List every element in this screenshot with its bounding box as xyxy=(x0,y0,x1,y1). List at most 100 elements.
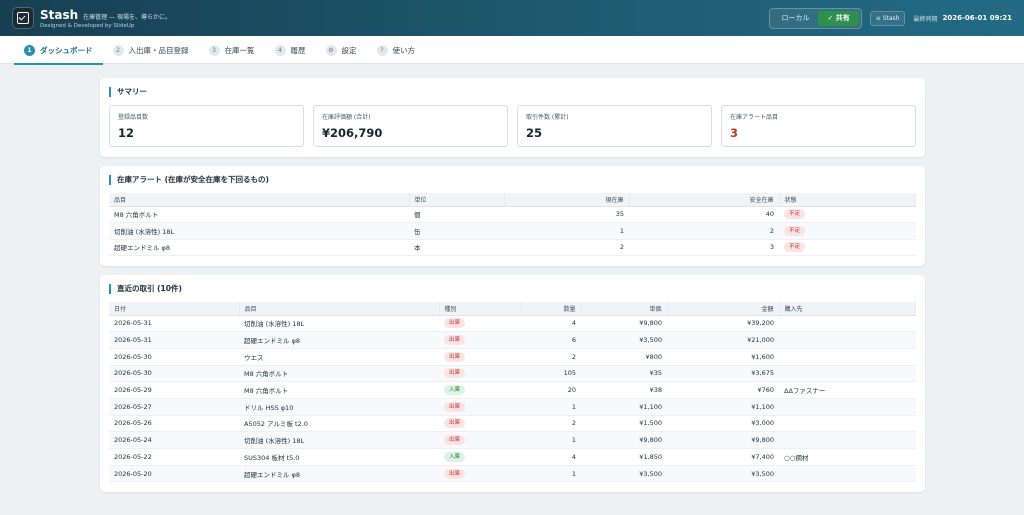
column-header[interactable]: 数量 xyxy=(521,302,582,316)
cell-item: M8 六角ボルト xyxy=(239,365,439,383)
tab-settings[interactable]: ⚙ 設定 xyxy=(316,36,367,64)
cell-date: 2026-05-31 xyxy=(109,331,239,349)
type-badge: 出庫 xyxy=(444,351,466,362)
column-header[interactable]: 現在庫 xyxy=(504,193,630,207)
column-header[interactable]: 安全在庫 xyxy=(629,193,780,207)
cell-item: 超硬エンドミル φ8 xyxy=(239,331,439,349)
cell-amount: ¥1,100 xyxy=(667,398,779,416)
type-badge: 出庫 xyxy=(444,335,466,346)
tab-stock-io[interactable]: 2 入出庫・品目登録 xyxy=(103,36,199,64)
summary-alerts: 在庫アラート品目 3 xyxy=(721,105,916,147)
table-row: 2026-05-24 切削油 (水溶性) 18L 出庫 1 ¥9,800 ¥9,800 xyxy=(109,431,916,449)
column-header[interactable]: 単位 xyxy=(409,193,505,207)
cell-item: 切削油 (水溶性) 18L xyxy=(239,431,439,449)
cell-item: 超硬エンドミル φ8 xyxy=(239,465,439,483)
alert-title: 在庫アラート (在庫が安全在庫を下回るもの) xyxy=(109,175,916,185)
cell-price: ¥9,800 xyxy=(581,315,667,333)
cell-vendor xyxy=(779,415,916,433)
cell-date: 2026-05-30 xyxy=(109,365,239,383)
cell-item: 超硬エンドミル φ8 xyxy=(109,239,409,256)
cell-qty: 4 xyxy=(521,448,581,466)
tab-inventory[interactable]: 3 在庫一覧 xyxy=(199,36,265,64)
cell-unit: 缶 xyxy=(409,222,504,240)
cell-amount: ¥9,800 xyxy=(667,431,779,449)
table-row: M8 六角ボルト 個 35 40 不足 xyxy=(109,206,916,223)
column-header[interactable]: 購入先 xyxy=(779,302,916,316)
brand: Stash 在庫管理 — 現場を、導らかに。 Designed & Develo… xyxy=(40,8,171,29)
cell-item: ウエス xyxy=(239,348,439,366)
mode-shared-button[interactable]: ✓ 共有 xyxy=(818,10,859,26)
cell-date: 2026-05-22 xyxy=(109,448,239,466)
tab-history[interactable]: 4 履歴 xyxy=(265,36,316,64)
tab-label: 入出庫・品目登録 xyxy=(128,45,189,55)
column-header[interactable]: 状態 xyxy=(779,193,916,207)
app-logo xyxy=(12,7,34,29)
stash-button[interactable]: ≡ Stash xyxy=(869,10,906,26)
transactions-card: 直近の取引 (10件) 日付 品目 種別 数量 単価 金額 購入先 2026-0… xyxy=(100,275,925,493)
tab-label: ダッシュボード xyxy=(40,45,93,55)
tab-help[interactable]: ? 使い方 xyxy=(367,36,426,64)
status-badge: 不足 xyxy=(784,225,806,236)
cell-qty: 1 xyxy=(521,398,581,416)
summary-value: 12 xyxy=(118,126,135,140)
cell-price: ¥9,800 xyxy=(581,431,667,449)
help-icon: ? xyxy=(376,44,388,56)
tab-dashboard[interactable]: 1 ダッシュボード xyxy=(14,36,103,65)
mode-local-button[interactable]: ローカル xyxy=(781,13,810,22)
cell-vendor xyxy=(779,315,916,333)
tab-label: 在庫一覧 xyxy=(224,45,255,55)
cell-amount: ¥7,400 xyxy=(667,448,779,466)
cell-qty: 1 xyxy=(521,431,581,449)
app-header: Stash 在庫管理 — 現場を、導らかに。 Designed & Develo… xyxy=(0,0,1024,36)
cell-qty: 2 xyxy=(521,348,581,366)
brand-name: Stash xyxy=(40,7,79,22)
table-row: 2026-05-26 A5052 アルミ板 t2.0 出庫 2 ¥1,500 ¥3,000 xyxy=(109,415,916,433)
tab-label: 履歴 xyxy=(290,45,306,55)
main-content: サマリー 登録品目数 12 在庫評価額 (合計) ¥206,790 取引件数 (… xyxy=(0,64,1024,493)
cell-qty: 2 xyxy=(521,415,581,433)
cell-price: ¥1,100 xyxy=(581,398,667,416)
summary-valuation: 在庫評価額 (合計) ¥206,790 xyxy=(313,105,508,147)
cell-date: 2026-05-20 xyxy=(109,465,239,483)
sync-label: 最終同期 xyxy=(913,15,938,23)
summary-label: 登録品目数 xyxy=(118,114,149,121)
table-row: 2026-05-20 超硬エンドミル φ8 出庫 1 ¥3,500 ¥3,500 xyxy=(109,465,916,483)
table-row: 超硬エンドミル φ8 本 2 3 不足 xyxy=(109,239,916,256)
alert-table: 品目 単位 現在庫 安全在庫 状態 M8 六角ボルト 個 35 40 不足 切削… xyxy=(109,193,916,256)
cell-date: 2026-05-26 xyxy=(109,415,239,433)
column-header[interactable]: 単価 xyxy=(581,302,668,316)
alert-card: 在庫アラート (在庫が安全在庫を下回るもの) 品目 単位 現在庫 安全在庫 状態… xyxy=(100,166,925,266)
column-header[interactable]: 金額 xyxy=(667,302,780,316)
table-row: 切削油 (水溶性) 18L 缶 1 2 不足 xyxy=(109,222,916,240)
cell-stock: 35 xyxy=(504,206,629,223)
cell-date: 2026-05-27 xyxy=(109,398,239,416)
column-header[interactable]: 種別 xyxy=(439,302,522,316)
cell-qty: 105 xyxy=(521,365,581,383)
cell-amount: ¥760 xyxy=(667,381,779,399)
table-row: 2026-05-30 ウエス 出庫 2 ¥800 ¥1,600 xyxy=(109,348,916,366)
type-badge: 出庫 xyxy=(444,468,466,479)
summary-label: 取引件数 (累計) xyxy=(526,114,569,121)
summary-transactions: 取引件数 (累計) 25 xyxy=(517,105,712,147)
column-header[interactable]: 品目 xyxy=(239,302,440,316)
tab-label: 使い方 xyxy=(392,45,416,55)
column-header[interactable]: 日付 xyxy=(109,302,240,316)
cell-vendor xyxy=(779,398,916,416)
column-header[interactable]: 品目 xyxy=(109,193,410,207)
type-badge: 出庫 xyxy=(444,435,466,446)
cell-item: SUS304 板材 t5.0 xyxy=(239,448,439,466)
summary-label: 在庫評価額 (合計) xyxy=(322,114,371,121)
cell-amount: ¥3,500 xyxy=(667,465,779,483)
summary-value: 3 xyxy=(730,126,739,140)
cell-price: ¥1,500 xyxy=(581,415,667,433)
cell-stock: 2 xyxy=(504,239,629,256)
tab-label: 設定 xyxy=(341,45,357,55)
sync-time: 2026-06-01 09:21 xyxy=(942,14,1013,22)
transactions-title: 直近の取引 (10件) xyxy=(109,284,916,294)
cell-vendor: ΔΔファスナー xyxy=(779,381,916,399)
summary-value: ¥206,790 xyxy=(322,126,383,140)
cell-price: ¥3,500 xyxy=(581,331,667,349)
cell-vendor xyxy=(779,365,916,383)
cell-vendor xyxy=(779,348,916,366)
cell-amount: ¥1,600 xyxy=(667,348,779,366)
